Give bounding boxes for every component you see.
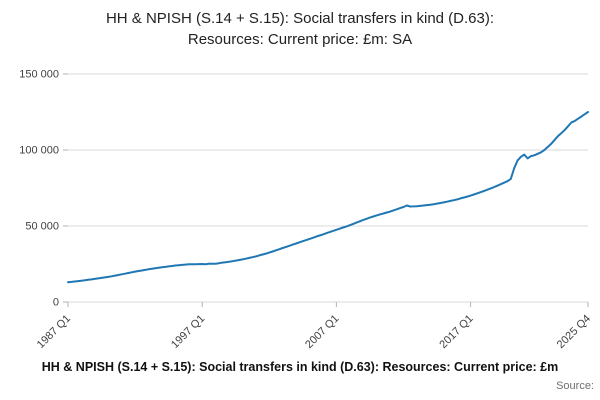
svg-text:0: 0 [53,297,59,309]
svg-text:50 000: 50 000 [25,221,59,233]
y-axis-labels: 0 50 000 100 000 150 000 [19,69,59,309]
svg-text:2025 Q4: 2025 Q4 [555,313,593,351]
gridlines [68,73,588,303]
series-line [67,111,589,284]
svg-text:100 000: 100 000 [19,145,59,157]
chart-title: HH & NPISH (S.14 + S.15): Social transfe… [0,8,600,50]
chart-title-line1: HH & NPISH (S.14 + S.15): Social transfe… [105,10,495,27]
svg-text:1997 Q1: 1997 Q1 [169,313,207,351]
x-axis-labels: 1987 Q1 1997 Q1 2007 Q1 2017 Q1 2025 Q4 [35,313,593,351]
svg-text:2007 Q1: 2007 Q1 [303,313,341,351]
axis-ticks [63,73,589,307]
svg-text:1987 Q1: 1987 Q1 [35,313,73,351]
line-chart: 0 50 000 100 000 150 000 1987 Q1 1997 Q1 2007… [19,69,593,351]
source-label: Source: [556,380,594,392]
chart-title-line2: Resources: Current price: £m: SA [187,31,413,48]
svg-text:2017 Q1: 2017 Q1 [437,313,475,351]
svg-text:150 000: 150 000 [19,69,59,81]
footer-caption: HH & NPISH (S.14 + S.15): Social transfe… [41,360,559,374]
